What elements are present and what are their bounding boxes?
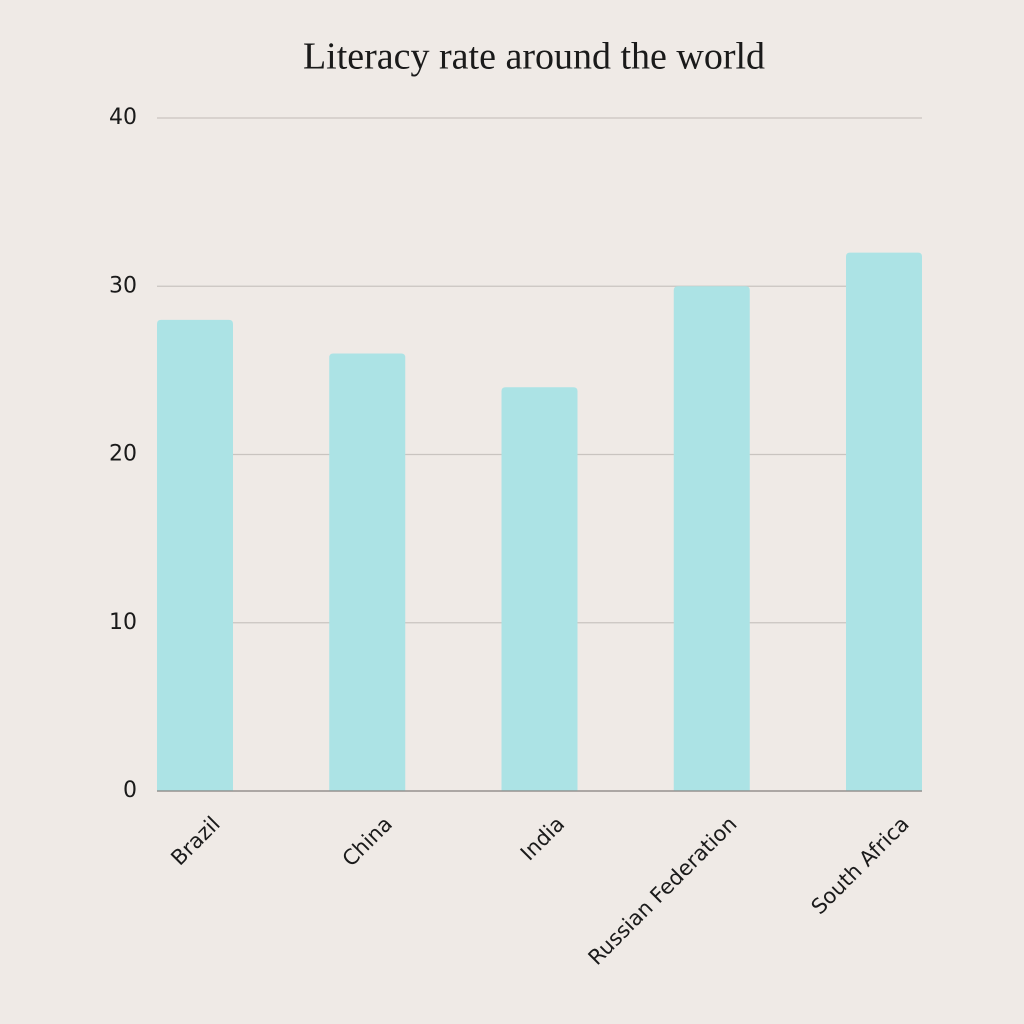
x-tick-label: South Africa [807, 812, 914, 919]
y-tick-label: 10 [109, 610, 137, 635]
x-tick-label: China [338, 812, 397, 871]
y-tick-label: 0 [123, 778, 137, 803]
bar [846, 252, 922, 792]
chart-title: Literacy rate around the world [303, 36, 765, 78]
y-tick-label: 20 [109, 442, 137, 467]
bar [157, 319, 233, 791]
bar [673, 286, 750, 791]
x-tick-label: Russian Federation [584, 812, 742, 970]
x-tick-label: Brazil [166, 812, 224, 870]
y-tick-label: 30 [109, 273, 137, 298]
y-tick-label: 40 [109, 105, 137, 130]
bar [501, 387, 578, 791]
bar [329, 353, 406, 791]
x-tick-label: India [516, 812, 569, 865]
